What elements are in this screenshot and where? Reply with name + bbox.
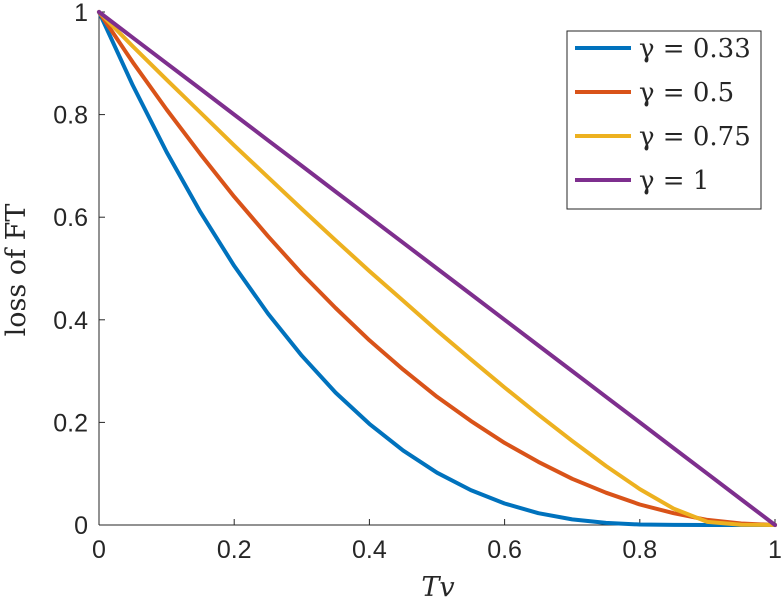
series-line <box>97 10 777 527</box>
legend-entry-label: γ = 0.33 <box>639 34 751 64</box>
series-line <box>97 10 777 527</box>
x-tick-label: 0.2 <box>217 536 252 564</box>
y-tick-label: 0.4 <box>53 307 88 335</box>
x-tick-label: 0.4 <box>352 536 387 564</box>
legend: γ = 0.33 γ = 0.5 γ = 0.75 γ = 1 <box>566 30 762 210</box>
y-tick-label: 0 <box>74 512 88 540</box>
x-tick-label: 0 <box>92 536 106 564</box>
legend-entry-label: γ = 0.75 <box>639 122 751 152</box>
x-tick-label: 0.8 <box>622 536 657 564</box>
y-tick-label: 0.8 <box>53 102 88 130</box>
y-axis-title: loss of FT <box>1 204 32 337</box>
legend-entry-label: γ = 0.5 <box>639 78 734 108</box>
tick-labels: 0 0.2 0.4 0.6 0.8 1 0 0.2 0.4 0.6 0.8 1 <box>53 0 782 564</box>
y-tick-label: 0.2 <box>53 409 88 437</box>
series-line <box>97 10 777 527</box>
series-line <box>97 10 777 527</box>
y-tick-label: 0.6 <box>53 204 88 232</box>
legend-entry-label: γ = 1 <box>639 166 709 196</box>
x-axis-title: Tv <box>421 572 454 603</box>
x-tick-label: 0.6 <box>487 536 522 564</box>
series-lines <box>97 10 777 527</box>
x-tick-label: 1 <box>768 536 782 564</box>
y-tick-label: 1 <box>74 0 88 27</box>
